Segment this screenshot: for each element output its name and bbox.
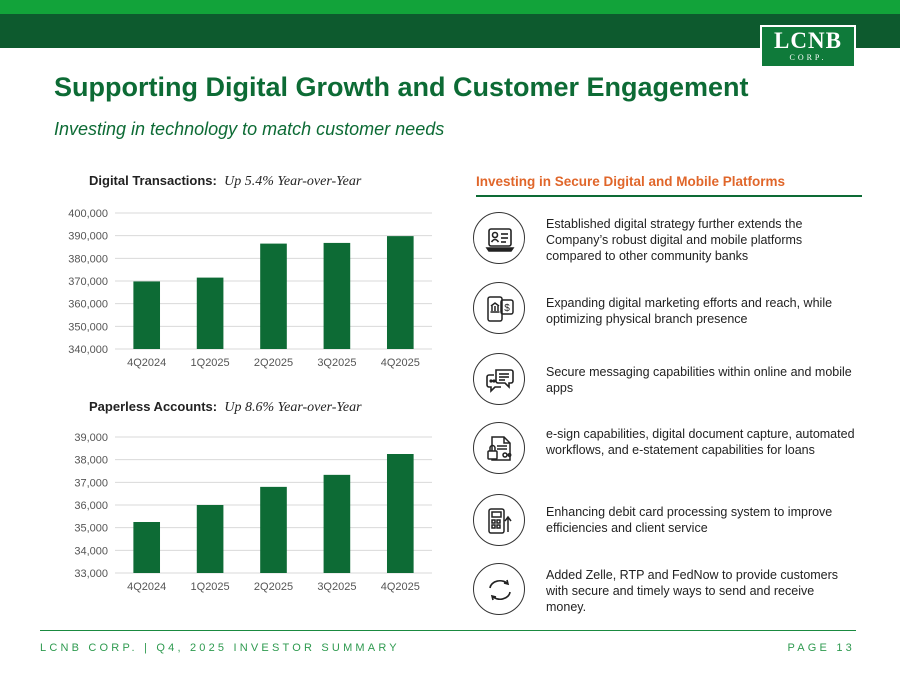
chat-bubbles-icon — [486, 369, 514, 393]
bar-2Q2025 — [260, 243, 287, 349]
digital-profile-icon — [485, 228, 515, 252]
y-tick-label: 34,000 — [74, 545, 108, 557]
y-tick-label: 38,000 — [74, 455, 108, 467]
y-tick-label: 33,000 — [74, 568, 108, 580]
initiative-text: Added Zelle, RTP and FedNow to provide c… — [546, 568, 839, 614]
x-tick-label: 2Q2025 — [254, 581, 293, 593]
card-processing-icon — [488, 508, 512, 534]
paperless-chart-title: Paperless Accounts: Up 8.6% Year-over-Ye… — [89, 399, 362, 415]
digital-chart-title: Digital Transactions: Up 5.4% Year-over-… — [89, 173, 362, 189]
bar-4Q2024 — [133, 281, 161, 349]
y-tick-label: 36,000 — [74, 500, 108, 512]
x-tick-label: 3Q2025 — [317, 581, 356, 593]
initiative-item-marketing: $ Expanding digital marketing efforts an… — [473, 282, 873, 340]
initiative-item-digital-strategy: Established digital strategy further ext… — [473, 212, 873, 270]
initiative-item-debit-card: Enhancing debit card processing system t… — [473, 494, 873, 552]
x-tick-label: 4Q2025 — [381, 357, 420, 369]
mobile-banking-icon: $ — [487, 296, 514, 322]
bar-1Q2025 — [196, 505, 224, 573]
svg-text:$: $ — [504, 303, 510, 314]
initiative-text: Secure messaging capabilities within onl… — [546, 365, 852, 395]
page-number: PAGE 13 — [787, 642, 855, 654]
y-tick-label: 370,000 — [68, 276, 108, 288]
bar-4Q2024 — [133, 522, 161, 573]
page-subtitle: Investing in technology to match custome… — [54, 119, 445, 139]
x-tick-label: 1Q2025 — [191, 357, 230, 369]
bar-3Q2025 — [323, 242, 351, 349]
digital-transactions-chart: 340,000 350,000 360,000 370,000 380,000 390,0… — [68, 208, 432, 369]
initiative-text: Enhancing debit card processing system t… — [546, 505, 833, 535]
top-accent-bar — [0, 0, 900, 14]
y-tick-label: 360,000 — [68, 299, 108, 311]
y-tick-label: 350,000 — [68, 321, 108, 333]
page-title: Supporting Digital Growth and Customer E… — [54, 72, 749, 102]
y-tick-label: 340,000 — [68, 344, 108, 356]
top-banner — [0, 14, 900, 48]
initiative-item-esign: e-sign capabilities, digital document ca… — [473, 422, 873, 480]
company-logo: LCNB CORP. — [760, 25, 856, 68]
footer-company-summary: LCNB CORP. | Q4, 2025 INVESTOR SUMMARY — [40, 642, 400, 654]
bar-1Q2025 — [196, 277, 224, 349]
y-tick-label: 380,000 — [68, 253, 108, 265]
x-tick-label: 4Q2025 — [381, 581, 420, 593]
initiative-item-payments: Added Zelle, RTP and FedNow to provide c… — [473, 563, 873, 621]
initiative-text: Established digital strategy further ext… — [546, 217, 803, 263]
exchange-arrows-icon — [489, 579, 511, 601]
bar-2Q2025 — [260, 486, 287, 573]
y-tick-label: 39,000 — [74, 432, 108, 444]
initiative-text: e-sign capabilities, digital document ca… — [546, 427, 855, 457]
y-tick-label: 35,000 — [74, 523, 108, 535]
initiative-item-messaging: Secure messaging capabilities within onl… — [473, 353, 873, 411]
x-tick-label: 2Q2025 — [254, 357, 293, 369]
y-tick-label: 400,000 — [68, 208, 108, 220]
bar-4Q2025 — [386, 454, 414, 573]
x-tick-label: 4Q2024 — [127, 581, 166, 593]
bar-4Q2025 — [386, 236, 414, 349]
secure-document-icon — [487, 436, 512, 461]
x-tick-label: 1Q2025 — [191, 581, 230, 593]
initiative-text: Expanding digital marketing efforts and … — [546, 296, 833, 326]
y-tick-label: 390,000 — [68, 231, 108, 243]
x-tick-label: 4Q2024 — [127, 357, 166, 369]
bar-3Q2025 — [323, 474, 351, 573]
x-tick-label: 3Q2025 — [317, 357, 356, 369]
y-tick-label: 37,000 — [74, 477, 108, 489]
footer-divider — [40, 630, 856, 631]
paperless-accounts-chart: 33,000 34,000 35,000 36,000 37,000 38,000 39,0… — [74, 432, 432, 593]
right-section-header: Investing in Secure Digital and Mobile P… — [476, 174, 862, 197]
